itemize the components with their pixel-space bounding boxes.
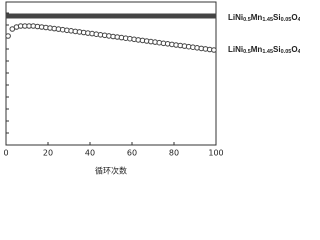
point (135, 13, 141, 19)
point (177, 13, 183, 19)
point (169, 13, 175, 19)
point (211, 13, 217, 19)
point (165, 13, 171, 19)
point (186, 13, 192, 19)
point (77, 13, 82, 19)
point (43, 13, 49, 19)
chart: 循环次数 0 20 40 60 80 100 LiNi0.5Mn1.45Si0.05O4 Li… (3, 1, 300, 176)
point (156, 13, 162, 19)
point (203, 13, 208, 19)
point (194, 13, 200, 19)
point (56, 13, 61, 19)
point (64, 13, 70, 19)
point (30, 13, 36, 19)
point (5, 13, 11, 19)
point (93, 13, 99, 19)
point (114, 13, 120, 19)
point (198, 13, 204, 19)
point (68, 13, 74, 19)
point (47, 13, 53, 19)
x-tick-label: 0 (3, 149, 8, 158)
point (85, 13, 91, 19)
point (72, 13, 78, 19)
point (98, 13, 103, 19)
point (182, 13, 187, 19)
point (102, 13, 108, 19)
point (190, 13, 196, 19)
point (140, 13, 145, 19)
point (152, 13, 158, 19)
point (89, 13, 95, 19)
point (144, 13, 150, 19)
point (22, 13, 28, 19)
point (161, 13, 166, 19)
point (106, 13, 112, 19)
legend-label: LiNi0.5Mn1.45Si0.05O4 (228, 13, 300, 23)
point (173, 13, 179, 19)
point (211, 47, 217, 53)
plot-frame (5, 1, 217, 146)
point (81, 13, 87, 19)
x-tick-label: 40 (85, 149, 95, 158)
x-axis-label: 循环次数 (95, 166, 127, 176)
point (207, 13, 213, 19)
point (26, 13, 32, 19)
point (131, 13, 137, 19)
point (39, 13, 45, 19)
x-tick-label: 80 (169, 149, 179, 158)
point (123, 13, 129, 19)
x-tick-label: 100 (208, 149, 223, 158)
point (148, 13, 154, 19)
point (110, 13, 116, 19)
x-tick-label: 60 (127, 149, 137, 158)
point (5, 33, 11, 39)
x-tick-label: 20 (43, 149, 53, 158)
point (60, 13, 66, 19)
point (51, 13, 57, 19)
point (18, 13, 24, 19)
point (119, 13, 124, 19)
legend-label: LiNi0.5Mn1.45Si0.05O4 (228, 45, 300, 55)
point (14, 13, 19, 19)
point (35, 13, 40, 19)
point (9, 13, 15, 19)
point (127, 13, 133, 19)
